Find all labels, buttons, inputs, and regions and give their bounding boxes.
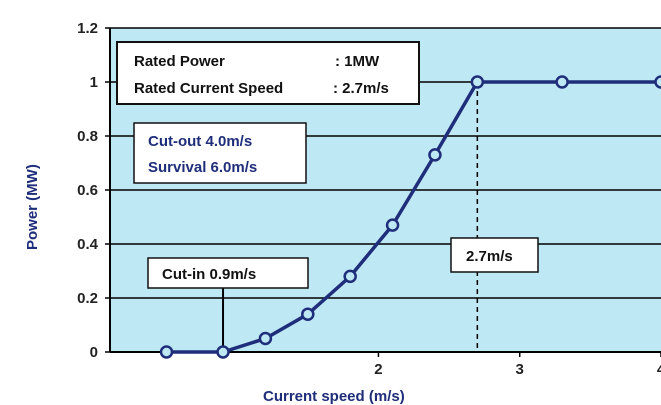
y-axis-ticks: 0 0.2 0.4 0.6 0.8 1 1.2 — [77, 20, 110, 361]
rated-speed-marker-label: 2.7m/s — [466, 248, 513, 265]
data-point — [343, 269, 357, 284]
y-tick-label: 0.8 — [77, 128, 98, 145]
y-tick-label: 1.2 — [77, 20, 98, 37]
y-tick-label: 0.2 — [77, 290, 98, 307]
data-point — [301, 307, 315, 321]
y-tick-label: 1 — [90, 74, 98, 91]
x-axis-ticks: 2 3 4 — [374, 352, 661, 378]
x-tick-label: 4 — [657, 361, 661, 378]
data-point — [654, 75, 661, 89]
cutout-info-box: Cut-out 4.0m/s Survival 6.0m/s — [133, 122, 307, 184]
y-axis-title: Power (MW) — [24, 164, 41, 250]
rated-speed-box: 2.7m/s — [450, 237, 539, 273]
cutin-label: Cut-in 0.9m/s — [162, 266, 256, 283]
x-axis-title: Current speed (m/s) — [263, 388, 405, 405]
data-point — [428, 148, 442, 162]
data-point — [258, 331, 273, 346]
cutin-info-box: Cut-in 0.9m/s — [147, 257, 309, 289]
x-tick-label: 2 — [374, 361, 382, 378]
data-point — [470, 75, 485, 89]
data-points — [159, 75, 661, 359]
cutout-label: Cut-out 4.0m/s — [148, 133, 252, 150]
y-tick-label: 0.4 — [77, 236, 99, 253]
data-point — [385, 218, 400, 232]
rated-power-value: : 1MW — [335, 53, 380, 70]
survival-label: Survival 6.0m/s — [148, 159, 257, 176]
data-point — [216, 345, 230, 359]
data-point — [159, 345, 174, 359]
x-tick-label: 3 — [516, 361, 524, 378]
y-tick-label: 0.6 — [77, 182, 98, 199]
rated-speed-value: : 2.7m/s — [333, 80, 389, 97]
series-line — [166, 80, 661, 354]
rated-info-box: Rated Power : 1MW Rated Current Speed : … — [116, 41, 420, 105]
rated-power-label: Rated Power — [134, 53, 225, 70]
rated-speed-label: Rated Current Speed — [134, 80, 283, 97]
y-tick-label: 0 — [90, 344, 98, 361]
data-point — [555, 75, 569, 89]
